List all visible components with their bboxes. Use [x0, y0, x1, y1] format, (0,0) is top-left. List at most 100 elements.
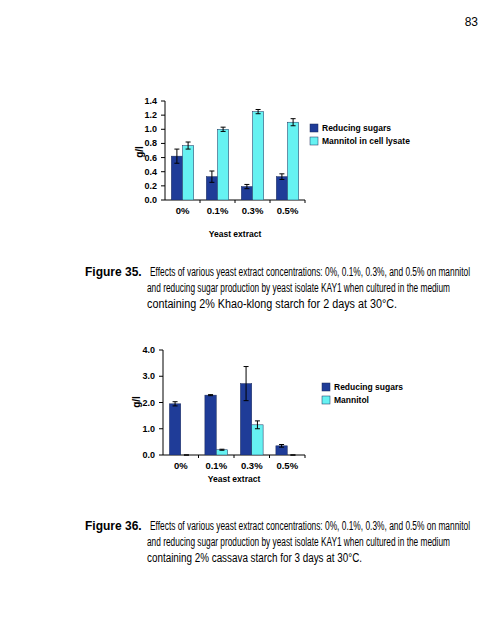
x-tick-label: 0.5% — [276, 460, 298, 471]
y-tick — [161, 101, 165, 102]
error-cap — [173, 401, 178, 402]
legend: Reducing sugars Mannitol — [322, 382, 403, 405]
x-tick-label: 0.1% — [207, 205, 229, 216]
legend-label: Reducing sugars — [322, 123, 391, 133]
legend-label: Mannitol — [334, 395, 369, 405]
error-stem — [293, 119, 294, 126]
y-tick — [161, 171, 165, 172]
error-cap — [279, 173, 284, 174]
x-tick — [305, 200, 306, 203]
y-tick — [161, 115, 165, 116]
bar — [241, 187, 252, 200]
caption-line: Effects of various yeast extract concent… — [150, 519, 470, 533]
error-bar — [186, 142, 191, 149]
y-tick — [159, 350, 163, 351]
error-cap — [244, 366, 249, 367]
bar — [287, 455, 298, 456]
error-cap — [279, 447, 284, 448]
error-cap — [184, 455, 189, 456]
page-number: 83 — [465, 15, 479, 29]
bar — [216, 450, 227, 455]
y-axis-label: g/l — [131, 396, 142, 408]
caption-label: Figure 35. — [85, 265, 142, 279]
error-stem — [258, 109, 259, 113]
x-tick — [235, 200, 236, 203]
error-cap — [291, 118, 296, 119]
error-stem — [257, 421, 258, 429]
y-tick — [159, 402, 163, 403]
x-tick-label: 0.3% — [241, 460, 263, 471]
error-cap — [255, 420, 260, 421]
error-bar — [219, 449, 224, 450]
error-stem — [176, 149, 177, 163]
caption: Figure 36. Effects of various yeast extra… — [85, 519, 470, 565]
error-bar — [256, 109, 261, 113]
x-tick — [269, 455, 270, 458]
y-tick-label: 1.2 — [144, 110, 157, 120]
error-bar — [290, 455, 295, 456]
x-tick — [198, 455, 199, 458]
error-stem — [188, 142, 189, 149]
error-cap — [255, 428, 260, 429]
error-stem — [281, 174, 282, 180]
bar — [183, 146, 194, 200]
legend-swatch — [310, 137, 318, 145]
y-tick — [159, 428, 163, 429]
y-tick-label: 1.4 — [144, 96, 157, 106]
bar — [252, 425, 263, 455]
error-cap — [208, 394, 213, 395]
caption-label: Figure 36. — [85, 519, 142, 533]
legend-label: Reducing sugars — [334, 382, 403, 392]
error-cap — [208, 395, 213, 396]
marks — [171, 112, 298, 200]
y-tick — [161, 129, 165, 130]
error-cap — [209, 171, 214, 172]
y-axis-label: g/l — [134, 146, 145, 158]
y-tick-label: 1.0 — [142, 424, 155, 434]
x-tick-label: 0.5% — [277, 205, 299, 216]
error-cap — [290, 455, 295, 456]
error-bar — [279, 174, 284, 180]
caption-line: containing 2% Khao-klong starch for 2 da… — [147, 297, 397, 311]
marks — [169, 384, 287, 455]
error-cap — [279, 179, 284, 180]
error-cap — [219, 449, 224, 450]
error-cap — [221, 127, 226, 128]
error-stem — [175, 402, 176, 406]
page: 830.00.20.40.60.81.01.21.4g/l0%0.1%0.3%0… — [0, 0, 495, 640]
caption: Figure 35.Effects of various yeast extra… — [85, 265, 470, 311]
x-tick — [200, 200, 201, 203]
y-tick-label: 0.6 — [144, 153, 157, 163]
y-tick — [161, 200, 165, 201]
error-cap — [256, 109, 261, 110]
bar — [181, 455, 192, 456]
error-cap — [209, 182, 214, 183]
legend-swatch — [322, 383, 330, 391]
y-tick-label: 3.0 — [142, 371, 155, 381]
x-tick — [234, 455, 235, 458]
error-bar — [184, 455, 189, 456]
error-bar — [221, 127, 226, 131]
error-cap — [291, 125, 296, 126]
chart: 0.01.02.03.04.0g/l0%0.1%0.3%0.5%Yeast ex… — [85, 345, 470, 565]
error-bars — [174, 109, 295, 188]
caption-line: and reducing sugar production by yeast i… — [147, 281, 450, 295]
error-bar — [173, 402, 178, 406]
y-tick — [161, 157, 165, 158]
error-cap — [219, 450, 224, 451]
error-bar — [244, 184, 249, 188]
legend: Reducing sugarsMannitol in cell lysate — [310, 123, 410, 146]
x-axis-label: Yeast extract — [208, 474, 261, 484]
error-cap — [244, 400, 249, 401]
y-tick-label: 0.8 — [144, 138, 157, 148]
error-stem — [246, 367, 247, 401]
x-axis-label: Yeast extract — [209, 229, 262, 239]
y-tick-label: 4.0 — [142, 345, 155, 355]
x-tick-label: 0.3% — [242, 205, 264, 216]
error-stem — [223, 127, 224, 131]
x-tick-label: 0% — [174, 460, 188, 471]
bar — [218, 129, 229, 200]
y-tick — [161, 143, 165, 144]
y-tick-label: 0.2 — [144, 181, 157, 191]
error-bars — [173, 367, 296, 455]
